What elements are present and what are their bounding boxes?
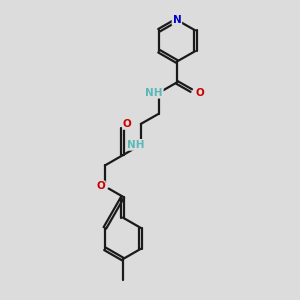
Text: NH: NH: [145, 88, 163, 98]
Text: NH: NH: [127, 140, 145, 150]
Text: N: N: [172, 15, 181, 25]
Text: O: O: [96, 182, 105, 191]
Text: O: O: [195, 88, 204, 98]
Text: O: O: [123, 119, 132, 129]
